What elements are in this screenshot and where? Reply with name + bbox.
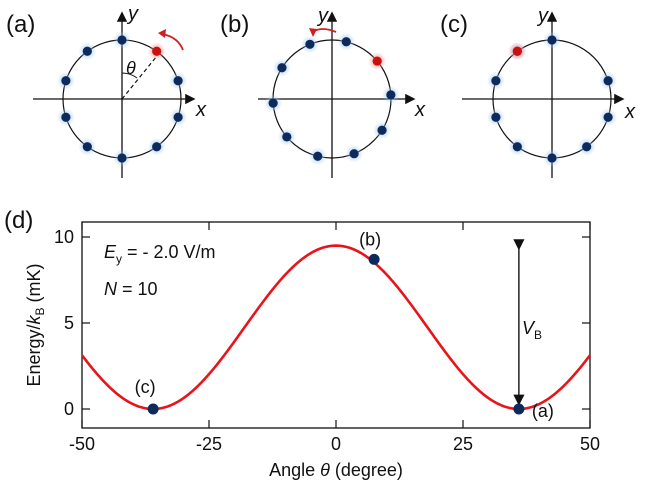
plot-points: (c) (b) (a) [135,229,554,421]
ion-blue [341,37,351,47]
n-value: = 10 [117,279,158,299]
ion-blue [491,112,501,122]
field-symbol: E [104,242,117,262]
ion-blue [582,142,592,152]
x-tick-label: 25 [453,434,473,454]
panel-c-ions [486,31,618,167]
ion-blue [82,46,92,56]
vb-label: VB [522,318,542,342]
ion-blue [173,76,183,86]
x-tick-label: -50 [69,434,95,454]
panel-b-rotation-arrow-head-icon [309,28,317,37]
ion-blue [282,132,292,142]
x-tick-label: -25 [196,434,222,454]
x-title-main: Angle [269,460,320,480]
x-tick-label: 50 [580,434,600,454]
state-point [368,253,380,265]
panel-a-ions [56,31,188,167]
ion-blue [603,76,613,86]
ion-blue [152,142,162,152]
state-point-label: (a) [532,401,554,421]
panel-b: (b) x y [220,5,426,178]
ion-blue [491,76,501,86]
panel-c-y-label: y [536,5,549,27]
panel-b-ions [264,32,400,166]
ion-blue [547,153,557,163]
panel-c: (c) x y [440,5,636,178]
vb-subscript: B [534,328,542,342]
ion-blue [61,76,71,86]
plot-ticks: -50 -25 0 25 50 0 5 10 [54,222,600,454]
x-title-theta: θ [320,460,330,480]
y-title-k: k [24,314,44,324]
y-title-main: Energy/ [24,324,44,386]
ion-red [372,56,382,66]
panel-a-y-label: y [126,3,139,25]
ion-blue [377,125,387,135]
y-axis-title: Energy/kB (mK) [24,263,47,386]
panel-a-x-label: x [195,99,207,121]
ion-blue [117,35,127,45]
vb-symbol: V [522,318,536,338]
y-title-sub: B [33,307,47,315]
ion-blue [512,142,522,152]
ion-blue [117,153,127,163]
state-point [147,403,159,415]
n-annotation: N = 10 [104,279,158,299]
ion-blue [82,142,92,152]
x-axis-title: Angle θ (degree) [269,460,403,480]
field-value: = - 2.0 V/m [122,242,216,262]
panel-b-label: (b) [220,11,249,38]
ion-blue [277,63,287,73]
y-tick-label: 10 [54,227,74,247]
ion-blue [547,35,557,45]
state-point-label: (b) [359,229,381,249]
energy-curve [80,244,592,411]
ion-red [512,46,522,56]
ion-blue [268,98,278,108]
field-subscript: y [116,252,122,266]
panel-a-theta-symbol: θ [126,58,136,78]
state-point [513,403,525,415]
ion-blue [603,112,613,122]
ion-blue [313,151,323,161]
y-tick-label: 5 [64,313,74,333]
panel-b-y-label: y [316,5,329,27]
panel-a: (a) x y θ [6,3,207,178]
ion-blue [305,39,315,49]
panel-d: (d) -50 -25 0 25 50 0 5 10 (c) (b) (a) Ey = - 2.0… [4,207,600,480]
panel-b-x-label: x [414,99,426,121]
panel-c-label: (c) [440,11,468,38]
ion-blue [173,112,183,122]
ion-blue [61,112,71,122]
ion-red [152,46,162,56]
y-title-unit: (mK) [24,263,44,307]
panel-c-x-label: x [624,101,636,123]
panel-d-label: (d) [4,207,33,234]
state-point-label: (c) [135,377,156,397]
x-tick-label: 0 [331,434,341,454]
panel-a-rotation-arrow-head-icon [158,29,166,38]
x-title-unit: (degree) [330,460,403,480]
y-tick-label: 0 [64,399,74,419]
panel-a-label: (a) [6,11,35,38]
panel-a-theta-arc [121,72,138,79]
n-symbol: N [104,279,118,299]
field-annotation: Ey = - 2.0 V/m [104,242,216,266]
ion-blue [349,149,359,159]
ion-blue [386,90,396,100]
